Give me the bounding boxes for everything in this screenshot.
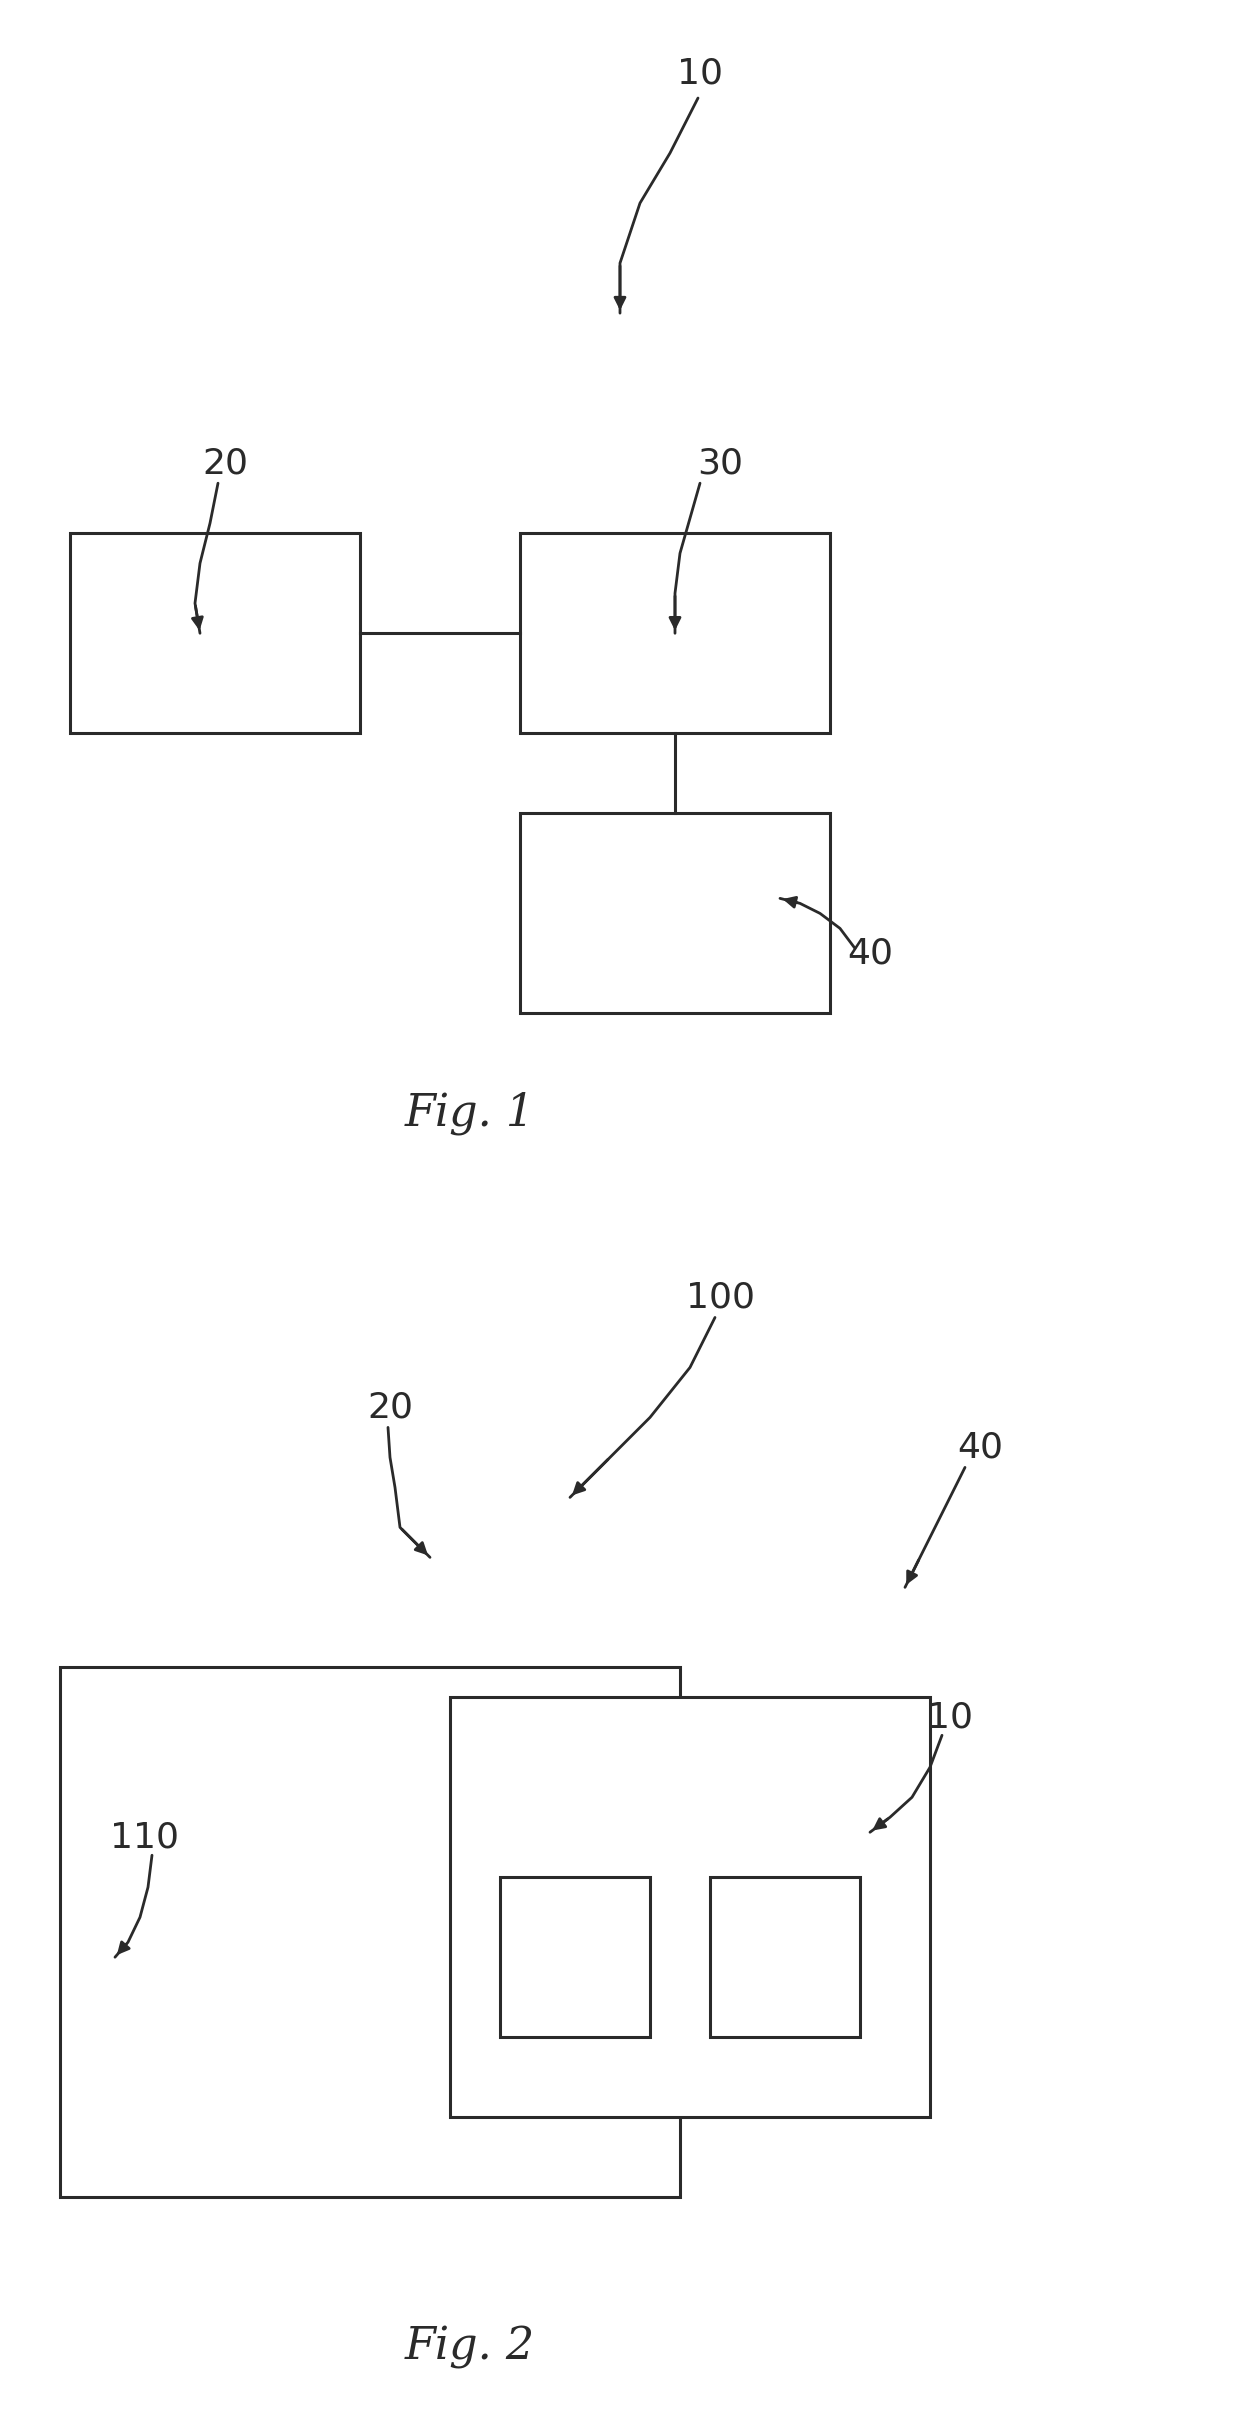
Bar — [520, 813, 830, 1014]
Bar — [69, 534, 360, 733]
Text: 30: 30 — [697, 447, 743, 481]
Bar — [520, 534, 830, 733]
Bar — [60, 1667, 680, 2196]
Bar — [500, 1876, 650, 2036]
Bar — [450, 1696, 930, 2116]
Text: 40: 40 — [957, 1430, 1003, 1463]
Bar — [711, 1876, 861, 2036]
Text: 110: 110 — [110, 1820, 180, 1854]
Text: Fig. 1: Fig. 1 — [405, 1092, 536, 1136]
Text: 100: 100 — [686, 1281, 754, 1315]
Text: 20: 20 — [202, 447, 248, 481]
Text: Fig. 2: Fig. 2 — [405, 2325, 536, 2369]
Text: 10: 10 — [677, 56, 723, 90]
Text: 40: 40 — [847, 937, 893, 971]
Text: 10: 10 — [928, 1701, 973, 1735]
Text: 20: 20 — [367, 1391, 413, 1425]
